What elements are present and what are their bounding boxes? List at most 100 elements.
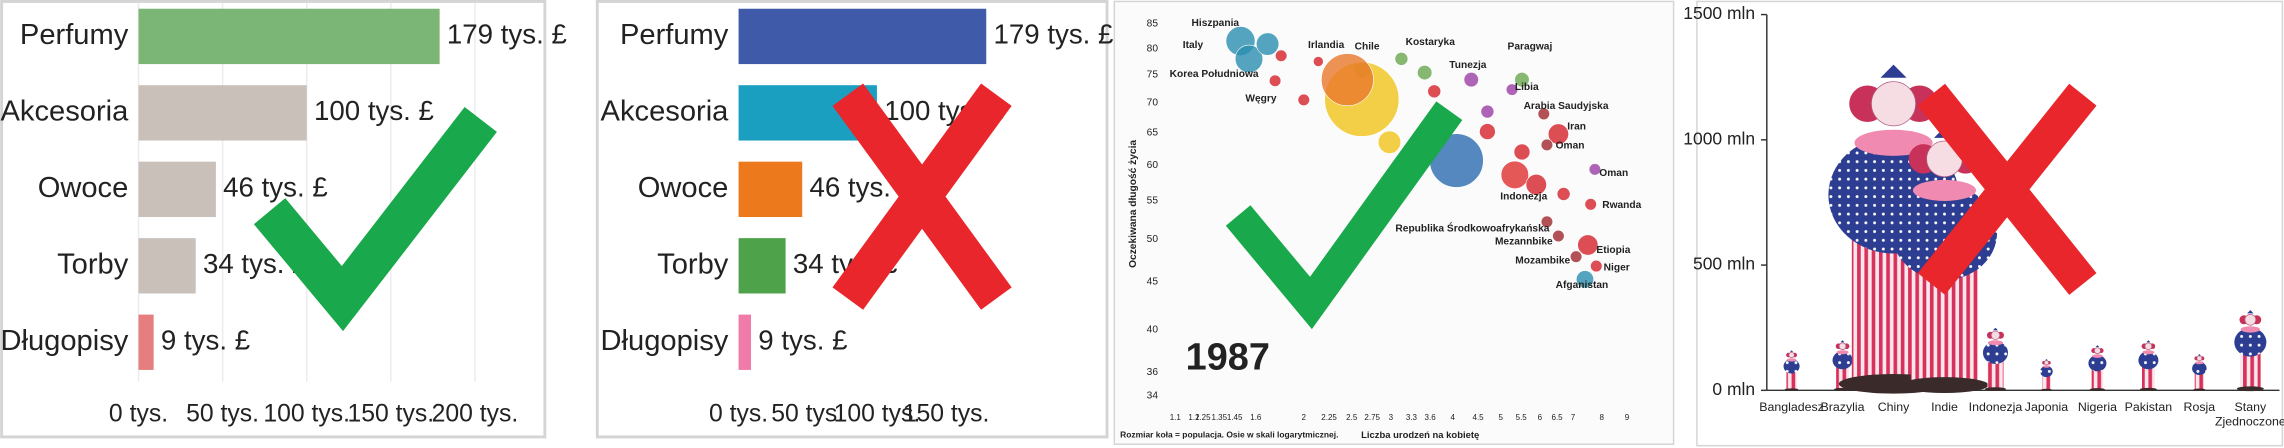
point-label: Mezannbike — [1495, 236, 1553, 247]
clown-legs — [2042, 374, 2051, 390]
point-label: Korea Południowa — [1170, 69, 1259, 80]
clown-figure — [2138, 340, 2159, 391]
x-tick-label: 2 — [1302, 413, 1307, 422]
bubble — [1377, 130, 1402, 154]
point-label: Oman — [1599, 168, 1628, 179]
point-label: Niger — [1604, 263, 1630, 274]
bar — [738, 161, 803, 218]
bar — [738, 238, 786, 294]
cross-mark — [832, 83, 1012, 310]
x-tick-label: Stany Zjednoczone — [2215, 400, 2284, 429]
clown-legs — [2240, 350, 2261, 388]
y-tick-label: 65 — [1147, 128, 1159, 139]
clown-head — [2244, 313, 2257, 326]
clown-collar — [2195, 361, 2204, 365]
point-label: Republika Środkowoafrykańska — [1395, 221, 1549, 234]
clown-legs — [2194, 372, 2205, 390]
clown-hat — [1840, 340, 1845, 343]
clown-body — [2040, 365, 2053, 378]
clown-collar — [2042, 365, 2051, 368]
x-tick-label: 0 tys. — [109, 401, 168, 428]
clown-shoes — [2236, 386, 2264, 392]
clown-hat — [2146, 340, 2151, 343]
clown-head — [1871, 81, 1917, 127]
point-label: Paragwaj — [1508, 41, 1553, 52]
x-tick-label: 50 tys. — [186, 401, 259, 428]
y-tick-label: 50 — [1147, 234, 1159, 245]
bar — [138, 85, 307, 141]
x-tick-label: Nigeria — [2078, 400, 2117, 414]
bubble — [1505, 83, 1519, 96]
x-tick-label: 2.75 — [1364, 413, 1380, 422]
x-tick-label: Japonia — [2025, 400, 2068, 414]
x-tick-label: 2.25 — [1321, 413, 1337, 422]
clown-head — [2144, 342, 2153, 351]
bubble — [1537, 107, 1550, 121]
cross-stroke — [832, 83, 1012, 310]
bubble — [1500, 160, 1529, 189]
panel-frame — [595, 0, 1109, 439]
point-label: Oman — [1556, 140, 1585, 151]
y-tick-label: 36 — [1147, 367, 1159, 378]
x-tick-label: 0 tys. — [709, 401, 768, 428]
clown-collar — [1786, 358, 1797, 362]
bar — [138, 161, 216, 218]
x-tick-label: Chiny — [1878, 400, 1910, 414]
x-tick-label: 150 tys. — [347, 401, 434, 428]
point-label: Kostaryka — [1406, 37, 1456, 48]
point-label: Irlandia — [1308, 40, 1345, 51]
x-tick-label: Indie — [1931, 400, 1958, 414]
x-tick-label: 8 — [1599, 413, 1604, 422]
bubble — [1590, 259, 1603, 273]
y-tick-label: 80 — [1147, 43, 1159, 54]
note: Rozmiar koła = populacja. Osie w skali l… — [1120, 430, 1338, 440]
clown-hat — [2095, 345, 2100, 348]
bubble — [1588, 163, 1602, 176]
y-tick-label: 1000 mln — [1683, 128, 1755, 148]
x-tick-label: 3.3 — [1406, 413, 1418, 422]
clown-body — [2088, 355, 2107, 372]
point-label: Etiopia — [1596, 245, 1630, 256]
bubble — [1556, 187, 1571, 201]
clown-collar — [2142, 350, 2155, 355]
point-label: Iran — [1567, 121, 1586, 132]
clown-figure — [2088, 345, 2107, 391]
value-label: 179 tys. £ — [994, 19, 1114, 50]
point-label: Arabia Saudyjska — [1524, 101, 1609, 112]
clown-legs — [1987, 359, 2004, 389]
y-tick-label: 40 — [1147, 324, 1159, 335]
y-tick-label: 45 — [1147, 277, 1159, 288]
clown-shoes — [1984, 387, 2006, 391]
clown-head — [1990, 330, 2001, 340]
clown-shoes — [2139, 387, 2157, 391]
bar — [738, 8, 987, 65]
x-tick-label: Pakistan — [2125, 400, 2173, 414]
clown-figure — [2234, 310, 2267, 392]
clown-hat — [1992, 327, 1998, 331]
check-mark — [1225, 101, 1463, 330]
clown-head — [2093, 347, 2101, 355]
clown-figure — [1982, 327, 2008, 391]
bubble — [1234, 44, 1264, 73]
x-tick-label: Rosja — [2184, 400, 2216, 414]
x-tick-label: 5 — [1498, 413, 1503, 422]
y-tick-label: 85 — [1147, 19, 1159, 30]
bubble — [1256, 32, 1280, 56]
bubble — [1540, 215, 1554, 228]
category-label: Długopisy — [0, 325, 128, 357]
bubble — [1394, 52, 1409, 66]
x-tick-label: 4 — [1451, 413, 1456, 422]
clown-collar — [2092, 354, 2103, 358]
value-label: 9 tys. £ — [161, 325, 250, 356]
point-label: Chile — [1355, 41, 1380, 52]
value-label: 46 tys. £ — [223, 172, 328, 203]
panel-frame — [1113, 0, 1675, 445]
clown-body — [2138, 351, 2159, 370]
clown-body — [1832, 351, 1853, 370]
value-label: 9 tys. £ — [758, 325, 847, 356]
category-label: Perfumy — [20, 19, 129, 51]
clown-shoes — [1784, 388, 1799, 391]
bubble — [1479, 123, 1496, 140]
